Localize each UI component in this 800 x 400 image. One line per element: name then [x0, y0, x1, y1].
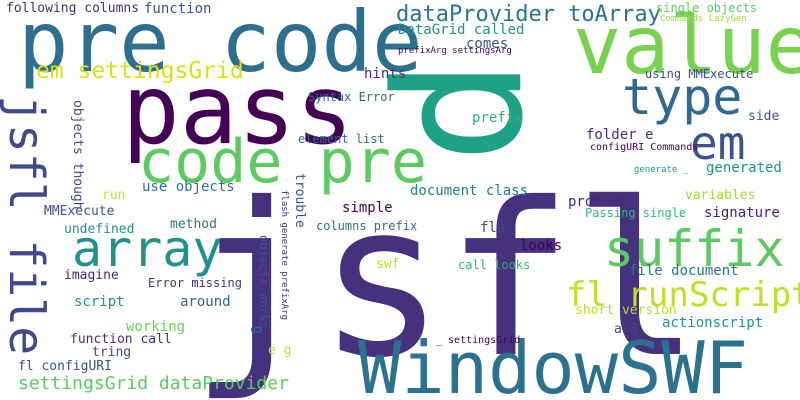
- word-pre-code: pre code: [18, 0, 423, 91]
- word-call-looks: call looks: [458, 258, 531, 272]
- word-comes: comes: [466, 36, 509, 52]
- word-variables: variables: [685, 188, 756, 203]
- word-element-list: element list: [298, 132, 385, 146]
- word-tring: tring: [92, 345, 132, 360]
- word-prefix: prefix: [472, 110, 523, 126]
- word-pass: pass: [122, 54, 354, 166]
- word-method: method: [170, 217, 217, 232]
- word-trouble: trouble: [292, 173, 307, 228]
- word-use-objects: use objects: [142, 179, 235, 195]
- word-signature: signature: [704, 205, 780, 221]
- word-problem: problem: [568, 194, 628, 210]
- word-script: script: [74, 294, 125, 310]
- word-e-g: e g: [268, 343, 292, 358]
- word-as3: as3: [614, 322, 638, 337]
- word-jsfl: jsfl: [190, 157, 701, 400]
- word-error-missing: Error missing: [148, 276, 242, 290]
- word-windowswf: WindowSWF: [358, 326, 749, 400]
- word-undefined: undefined: [64, 222, 135, 237]
- word-value: value: [573, 0, 800, 92]
- word-syntax-error: Syntax Error: [308, 90, 395, 104]
- word-jsfl-file: jsfl file: [0, 95, 54, 356]
- word-function-call: function call: [70, 332, 172, 347]
- word-generated: generated: [706, 160, 782, 176]
- word-simple: simple: [342, 200, 393, 216]
- word-file-document: file document: [629, 263, 739, 279]
- word-columns-prefix: columns prefix: [316, 219, 418, 233]
- word-objects-though: objects though: [70, 100, 85, 210]
- word-mmexecute: MMExecute: [44, 204, 115, 219]
- word-dataprovider-toarray: dataProvider toArray: [396, 2, 661, 27]
- word-commands-lazygen: Commands LazyGen: [660, 14, 747, 24]
- word-hints: hints: [364, 66, 407, 82]
- word-fl-runscript: fl runScript: [566, 275, 800, 315]
- word-fla: fla: [480, 220, 506, 236]
- word-document-class: document class: [410, 183, 529, 199]
- word-actionscript: actionscript: [662, 315, 764, 331]
- word-configuri-commands: configURI Commands: [590, 142, 699, 153]
- word-fl-configuri: fl configURI: [18, 359, 112, 374]
- word-function: function: [144, 1, 212, 17]
- word-type: type: [622, 68, 743, 126]
- word-suffix: suffix: [604, 220, 785, 278]
- word-objects-works: objects works: [257, 235, 271, 329]
- word-g: g: [250, 326, 265, 334]
- word-imagine: imagine: [64, 268, 119, 283]
- word-side: side: [748, 109, 780, 124]
- word-code-pre: code pre: [138, 127, 427, 197]
- word-prefixarg-settingsarg: prefixArg settingsArg: [398, 46, 512, 56]
- word-single-objects: single objects: [656, 1, 758, 15]
- word-swf: swf: [376, 257, 400, 272]
- word-underscore-settingsgrid: _ settingsGrid: [436, 335, 521, 346]
- word-following-columns: following columns: [6, 1, 140, 16]
- word-working: working: [126, 319, 186, 335]
- word-datagrid-called: DataGrid called: [398, 22, 525, 38]
- word-flash-generate-prefixarg: flash generate prefixArg: [279, 190, 289, 321]
- word-em-settingsgrid: em settingsGrid: [36, 58, 244, 84]
- word-short-version: short version: [575, 303, 677, 318]
- word-settingsgrid-dataprovider: settingsGrid dataProvider: [18, 373, 289, 394]
- word-em: em: [690, 116, 746, 170]
- word-around: around: [180, 294, 231, 310]
- word-folder-e: folder e: [586, 127, 654, 143]
- word-run: run: [102, 188, 126, 203]
- word-passing-single: Passing single: [585, 206, 687, 220]
- word-looks: looks: [520, 238, 563, 254]
- word-array: array: [72, 220, 223, 278]
- word-using-mmexecute: using MMExecute: [645, 67, 754, 81]
- word-generate-underscore: generate _: [634, 165, 689, 175]
